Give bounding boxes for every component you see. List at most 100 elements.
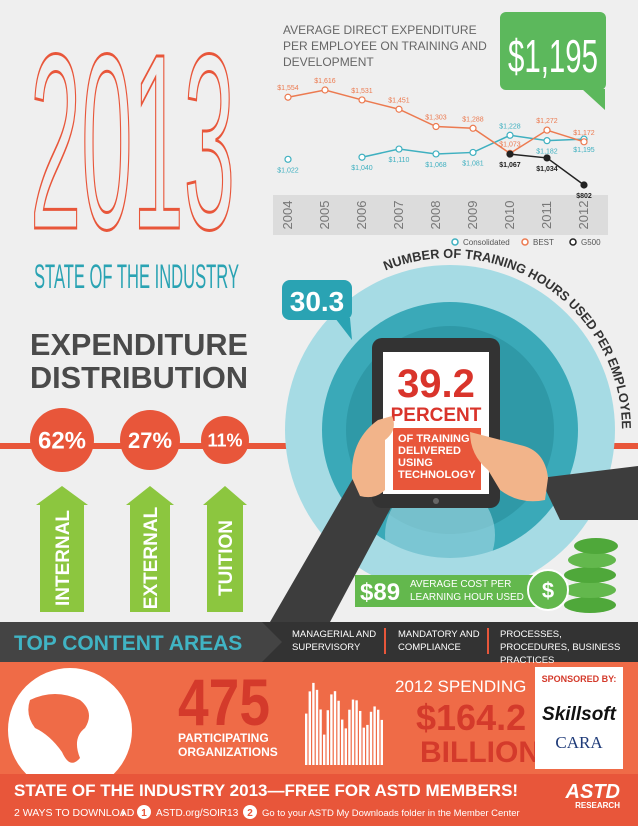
value-label: $1,303 (425, 115, 447, 122)
sponsor-label: SPONSORED BY: (542, 674, 617, 684)
content-item: PROCESSES, PROCEDURES, BUSINESS PRACTICE… (500, 629, 621, 666)
x-tick-label: 2011 (539, 201, 554, 229)
point (358, 96, 366, 104)
share-value: 11% (207, 430, 242, 450)
step-number: 1 (141, 808, 147, 819)
value-label: $1,110 (389, 157, 410, 164)
spending-value: $164.2 (416, 697, 526, 738)
chevron: › (121, 805, 125, 820)
skyline-bar (373, 706, 376, 765)
point (543, 137, 551, 145)
skyline-bar (305, 713, 308, 765)
right-hand (470, 432, 548, 502)
skyline-bar (351, 699, 355, 765)
point (321, 86, 329, 94)
skyline-bar (326, 710, 329, 765)
x-tick-label: 2005 (317, 201, 332, 230)
footer-headline: STATE OF THE INDUSTRY 2013—FREE FOR ASTD… (14, 781, 518, 800)
hours-value: 30.3 (290, 286, 345, 317)
arrow-body (40, 504, 84, 612)
skyline-bar (319, 709, 322, 765)
arrow-head (126, 486, 174, 505)
tablet-button (433, 498, 439, 504)
value-label: $802 (576, 193, 592, 200)
skyline-bar (323, 734, 326, 765)
point (284, 155, 292, 163)
point (432, 122, 440, 131)
cost-value: $89 (360, 579, 400, 606)
point (358, 153, 366, 161)
point (543, 126, 551, 134)
step-badge (137, 805, 151, 819)
legend-marker (521, 238, 529, 246)
value-label: $1,531 (351, 88, 373, 95)
coin (568, 552, 616, 568)
legend-marker (569, 238, 577, 246)
content-item: MANDATORY AND COMPLIANCE (398, 629, 480, 653)
share-label: EXTERNAL (141, 506, 162, 609)
skyline-bar (308, 691, 311, 765)
value-label: $1,073 (499, 141, 521, 148)
skyline-bar (355, 700, 358, 765)
tech-unit: PERCENT (391, 405, 482, 426)
value-label: $1,081 (462, 160, 484, 167)
point (395, 145, 403, 153)
share-circle (30, 408, 94, 472)
legend-label: G500 (581, 238, 601, 247)
skyline-bar (369, 711, 373, 765)
point (395, 105, 403, 113)
legend-label: Consolidated (463, 238, 510, 247)
share-value: 62% (38, 428, 86, 455)
continent (28, 694, 89, 763)
subtitle: STATE OF THE INDUSTRY (34, 258, 239, 296)
spending-label: 2012 SPENDING (395, 677, 526, 696)
cost-label: AVERAGE COST PER LEARNING HOUR USED (410, 579, 524, 603)
callout-value: $1,195 (508, 30, 598, 82)
sponsor: Skillsoft (542, 704, 617, 725)
left-hand (351, 416, 394, 498)
value-label: $1,616 (314, 78, 336, 85)
callout-tail (582, 89, 605, 110)
coin (564, 597, 616, 613)
value-label: $1,451 (388, 97, 410, 104)
skyline-bar (348, 709, 351, 765)
value-label: $1,022 (277, 167, 299, 174)
right-arm (540, 466, 638, 520)
tech-value: 39.2 (397, 362, 475, 406)
tech-label: OF TRAINING DELIVERED USING TECHNOLOGY (398, 433, 476, 481)
x-tick-label: 2007 (391, 201, 406, 230)
value-label: $1,554 (277, 85, 299, 92)
tech-box (393, 428, 481, 490)
hours-box (282, 280, 352, 320)
coin (564, 567, 616, 583)
hours-tail (335, 318, 352, 340)
year: 2013 (30, 2, 235, 281)
skyline-bar (312, 682, 315, 765)
expenditure-items: 62% INTERNAL 27% EXTERNAL 11% TUITION (30, 408, 249, 612)
arrow-body (130, 504, 170, 612)
skyline-bar (330, 694, 333, 765)
value-label: $1,040 (351, 165, 373, 172)
skyline-bar (333, 691, 337, 765)
content-title: TOP CONTENT AREAS (14, 632, 242, 655)
coin-face (527, 569, 569, 611)
skyline-bar (341, 719, 344, 765)
content-item: MANAGERIAL AND SUPERVISORY (292, 629, 377, 653)
x-tick-label: 2012 (576, 201, 591, 230)
skyline-bar (359, 710, 362, 765)
share-circle (120, 410, 180, 470)
point (469, 124, 477, 132)
line-chart: 2004 2005 2006 2007 2008 2009 2010 2011 2012 $1,0… (277, 78, 601, 247)
legend-label: BEST (533, 238, 554, 247)
skyline-bar (337, 700, 340, 765)
expenditure-title: DISTRIBUTION (30, 360, 248, 395)
point (543, 154, 551, 162)
value-label: $1,288 (462, 116, 484, 123)
chart-title: AVERAGE DIRECT EXPENDITURE PER EMPLOYEE … (283, 23, 487, 69)
x-tick-label: 2008 (428, 201, 443, 230)
sponsor: CARA (555, 733, 603, 752)
footer-band (0, 774, 638, 826)
share-circle (201, 416, 249, 464)
